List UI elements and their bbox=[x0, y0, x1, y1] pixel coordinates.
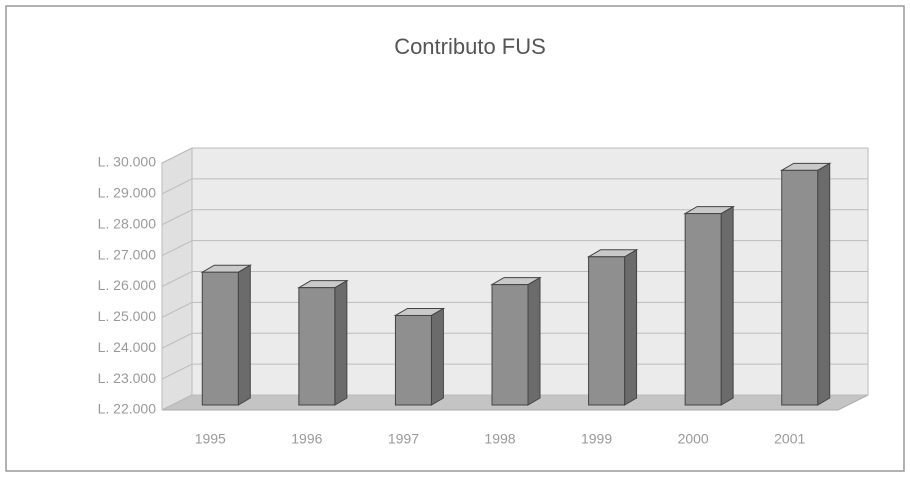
bar bbox=[491, 284, 529, 406]
x-tick-label: 2001 bbox=[774, 431, 805, 447]
bar-side bbox=[624, 248, 638, 406]
grid-line bbox=[161, 147, 868, 164]
grid-line bbox=[161, 394, 868, 411]
grid-line bbox=[161, 178, 868, 195]
grid-line bbox=[161, 363, 868, 380]
grid-line bbox=[161, 240, 868, 257]
bar bbox=[394, 314, 432, 406]
grid-line bbox=[161, 332, 868, 349]
bar-side bbox=[430, 307, 444, 406]
bar-side bbox=[720, 205, 734, 406]
bar bbox=[684, 213, 722, 406]
bar bbox=[298, 287, 336, 406]
x-tick-label: 2000 bbox=[678, 431, 709, 447]
y-tick-label: L. 30.000 bbox=[98, 154, 157, 170]
bar-side bbox=[334, 279, 348, 406]
chart-title: Contributo FUS bbox=[394, 34, 546, 59]
y-tick-label: L. 24.000 bbox=[98, 339, 157, 355]
grid-line bbox=[161, 301, 868, 318]
grid-line bbox=[161, 271, 868, 287]
bar-side bbox=[817, 162, 831, 406]
grid-line bbox=[161, 209, 868, 226]
bar bbox=[588, 256, 626, 406]
bar-side bbox=[237, 264, 251, 406]
x-tick-label: 1996 bbox=[291, 431, 322, 447]
y-tick-label: L. 26.000 bbox=[98, 277, 157, 293]
x-tick-label: 1995 bbox=[195, 431, 226, 447]
y-tick-label: L. 29.000 bbox=[98, 185, 157, 201]
x-tick-label: 1999 bbox=[581, 431, 612, 447]
bar-side bbox=[527, 276, 541, 406]
bar bbox=[201, 271, 239, 406]
y-tick-label: L. 23.000 bbox=[98, 370, 157, 386]
y-tick-label: L. 22.000 bbox=[98, 401, 157, 417]
bar bbox=[781, 169, 819, 406]
x-tick-label: 1998 bbox=[484, 431, 515, 447]
y-tick-label: L. 28.000 bbox=[98, 215, 157, 231]
y-tick-label: L. 27.000 bbox=[98, 246, 157, 262]
y-tick-label: L. 25.000 bbox=[98, 308, 157, 324]
x-tick-label: 1997 bbox=[388, 431, 419, 447]
